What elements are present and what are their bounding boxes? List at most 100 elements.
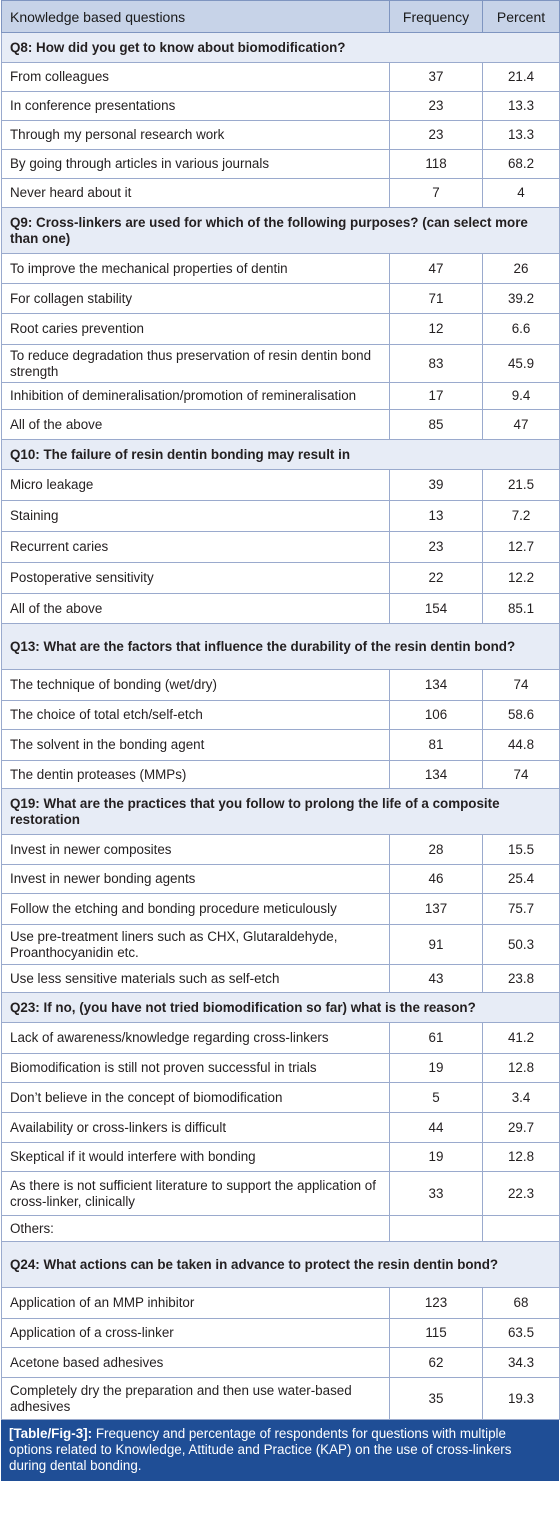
header-percent: Percent: [482, 0, 560, 33]
table-row: Inhibition of demineralisation/promotion…: [1, 382, 560, 410]
section-question: Q13: What are the factors that influence…: [1, 623, 560, 670]
percent-cell: 34.3: [482, 1347, 560, 1378]
table-row: The dentin proteases (MMPs) 134 74: [1, 760, 560, 789]
section-header-row: Q13: What are the factors that influence…: [1, 623, 560, 670]
frequency-cell: 33: [389, 1171, 483, 1216]
percent-cell: 12.7: [482, 531, 560, 563]
option-label: By going through articles in various jou…: [1, 149, 390, 179]
option-label: To improve the mechanical properties of …: [1, 253, 390, 284]
frequency-cell: 118: [389, 149, 483, 179]
percent-cell: 22.3: [482, 1171, 560, 1216]
percent-cell: 21.5: [482, 469, 560, 501]
percent-cell: 21.4: [482, 62, 560, 92]
percent-cell: 6.6: [482, 313, 560, 345]
section-header-row: Q24: What actions can be taken in advanc…: [1, 1241, 560, 1288]
table-row: The solvent in the bonding agent 81 44.8: [1, 729, 560, 761]
frequency-cell: 123: [389, 1287, 483, 1319]
frequency-cell: 39: [389, 469, 483, 501]
option-label: The dentin proteases (MMPs): [1, 760, 390, 789]
section-question: Q24: What actions can be taken in advanc…: [1, 1241, 560, 1288]
table-row: To reduce degradation thus preservation …: [1, 344, 560, 383]
option-label: The choice of total etch/self-etch: [1, 700, 390, 730]
frequency-cell: 154: [389, 593, 483, 624]
option-label: For collagen stability: [1, 283, 390, 314]
frequency-cell: 61: [389, 1022, 483, 1054]
caption-label: [Table/Fig-3]:: [9, 1426, 93, 1441]
option-label: Application of an MMP inhibitor: [1, 1287, 390, 1319]
table-row: From colleagues 37 21.4: [1, 62, 560, 92]
option-label: Staining: [1, 500, 390, 532]
section-header-row: Q10: The failure of resin dentin bonding…: [1, 439, 560, 470]
table-row: Biomodification is still not proven succ…: [1, 1053, 560, 1083]
option-label: Never heard about it: [1, 178, 390, 208]
table-row: Staining 13 7.2: [1, 500, 560, 532]
option-label: Others:: [1, 1215, 390, 1242]
percent-cell: 74: [482, 760, 560, 789]
section-question: Q10: The failure of resin dentin bonding…: [1, 439, 560, 470]
percent-cell: 12.8: [482, 1142, 560, 1172]
section-header-row: Q8: How did you get to know about biomod…: [1, 32, 560, 63]
frequency-cell: 85: [389, 409, 483, 440]
percent-cell: 63.5: [482, 1318, 560, 1348]
option-label: All of the above: [1, 409, 390, 440]
option-label: Invest in newer bonding agents: [1, 864, 390, 894]
header-frequency: Frequency: [389, 0, 483, 33]
table-row: Skeptical if it would interfere with bon…: [1, 1142, 560, 1172]
percent-cell: 15.5: [482, 834, 560, 865]
frequency-cell: 23: [389, 120, 483, 150]
option-label: Postoperative sensitivity: [1, 562, 390, 594]
option-label: Availability or cross-linkers is difficu…: [1, 1112, 390, 1143]
table-row: Invest in newer composites 28 15.5: [1, 834, 560, 865]
table-row: As there is not sufficient literature to…: [1, 1171, 560, 1216]
section-question: Q23: If no, (you have not tried biomodif…: [1, 992, 560, 1023]
table-row: All of the above 154 85.1: [1, 593, 560, 624]
table-row: Application of an MMP inhibitor 123 68: [1, 1287, 560, 1319]
frequency-cell: 47: [389, 253, 483, 284]
table-row: Recurrent caries 23 12.7: [1, 531, 560, 563]
percent-cell: 47: [482, 409, 560, 440]
percent-cell: 7.2: [482, 500, 560, 532]
option-label: The technique of bonding (wet/dry): [1, 669, 390, 701]
frequency-cell: 62: [389, 1347, 483, 1378]
percent-cell: [482, 1215, 560, 1242]
frequency-cell: 37: [389, 62, 483, 92]
table-row: For collagen stability 71 39.2: [1, 283, 560, 314]
section-header-row: Q19: What are the practices that you fol…: [1, 788, 560, 835]
percent-cell: 68: [482, 1287, 560, 1319]
frequency-cell: 46: [389, 864, 483, 894]
percent-cell: 58.6: [482, 700, 560, 730]
table-row: Use less sensitive materials such as sel…: [1, 964, 560, 993]
option-label: Micro leakage: [1, 469, 390, 501]
table-row: All of the above 85 47: [1, 409, 560, 440]
frequency-cell: 115: [389, 1318, 483, 1348]
option-label: From colleagues: [1, 62, 390, 92]
option-label: All of the above: [1, 593, 390, 624]
percent-cell: 4: [482, 178, 560, 208]
option-label: Lack of awareness/knowledge regarding cr…: [1, 1022, 390, 1054]
option-label: Root caries prevention: [1, 313, 390, 345]
option-label: Invest in newer composites: [1, 834, 390, 865]
table-row: Lack of awareness/knowledge regarding cr…: [1, 1022, 560, 1054]
option-label: To reduce degradation thus preservation …: [1, 344, 390, 383]
option-label: Inhibition of demineralisation/promotion…: [1, 382, 390, 410]
header-question: Knowledge based questions: [1, 0, 390, 33]
option-label: Completely dry the preparation and then …: [1, 1377, 390, 1420]
option-label: Recurrent caries: [1, 531, 390, 563]
percent-cell: 85.1: [482, 593, 560, 624]
table-body: Q8: How did you get to know about biomod…: [1, 32, 560, 1420]
percent-cell: 50.3: [482, 924, 560, 965]
frequency-cell: 19: [389, 1142, 483, 1172]
frequency-cell: 71: [389, 283, 483, 314]
frequency-cell: 7: [389, 178, 483, 208]
table-row: Acetone based adhesives 62 34.3: [1, 1347, 560, 1378]
option-label: Use less sensitive materials such as sel…: [1, 964, 390, 993]
percent-cell: 29.7: [482, 1112, 560, 1143]
table-row: Application of a cross-linker 115 63.5: [1, 1318, 560, 1348]
percent-cell: 75.7: [482, 893, 560, 925]
option-label: Don’t believe in the concept of biomodif…: [1, 1082, 390, 1113]
table-row: Use pre-treatment liners such as CHX, Gl…: [1, 924, 560, 965]
table-row: Invest in newer bonding agents 46 25.4: [1, 864, 560, 894]
percent-cell: 9.4: [482, 382, 560, 410]
frequency-cell: 91: [389, 924, 483, 965]
frequency-cell: 81: [389, 729, 483, 761]
